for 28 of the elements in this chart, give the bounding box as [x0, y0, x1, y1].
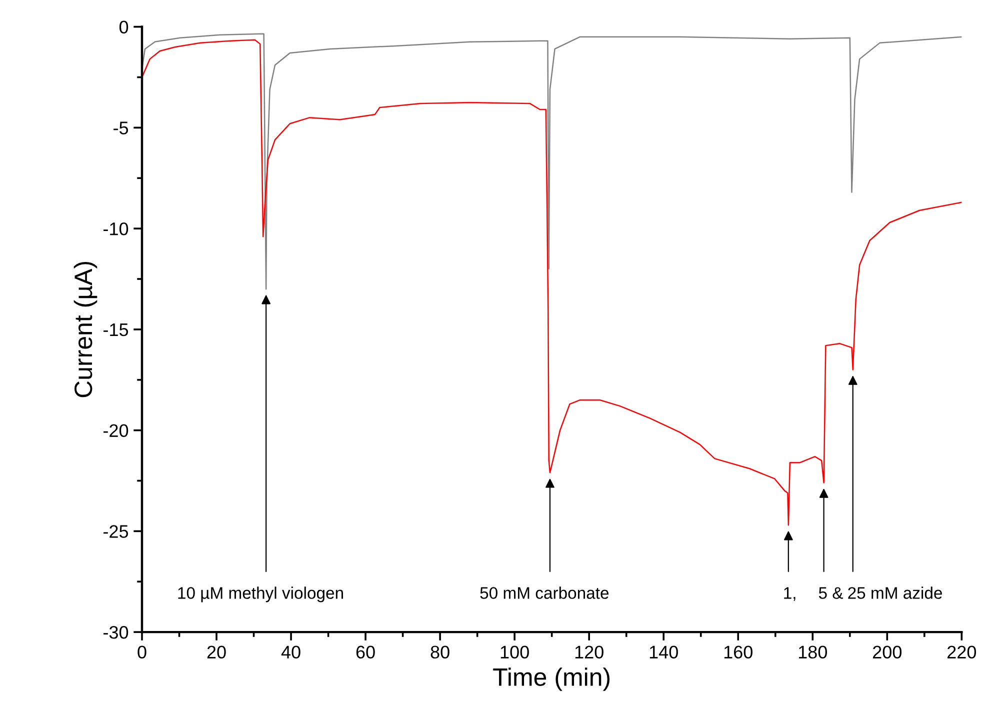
annotation: 25 mM azide	[848, 586, 942, 599]
line-series	[142, 33, 962, 290]
x-tick-label: 40	[281, 646, 300, 659]
y-tick-label: -30	[104, 626, 128, 639]
annotation: 10 µM methyl viologen	[178, 586, 343, 602]
x-tick-label: 20	[207, 646, 226, 659]
y-tick-label: -15	[104, 324, 128, 336]
y-tick-label: -10	[104, 222, 128, 236]
x-tick-label: 200	[872, 646, 902, 659]
y-tick-label: -5	[114, 122, 128, 134]
x-tick-label: 180	[798, 646, 827, 659]
y-tick-label: 0	[119, 20, 128, 34]
x-tick-label: 0	[138, 646, 146, 659]
x-tick-label: 160	[724, 646, 752, 659]
y-axis-title: Current (µA)	[74, 262, 98, 398]
annotation: 1,	[784, 587, 796, 601]
x-tick-label: 60	[356, 646, 375, 659]
x-tick-label: 80	[430, 646, 450, 659]
line-series	[142, 39, 962, 526]
annotation: 5 &	[818, 587, 844, 599]
y-tick-label: -25	[104, 525, 128, 538]
x-axis-title: Time (min)	[493, 668, 610, 691]
x-tick-label: 140	[650, 646, 678, 659]
x-tick-label: 100	[500, 646, 529, 659]
x-tick-label: 220	[948, 646, 976, 659]
x-tick-label: 120	[575, 646, 604, 659]
y-tick-label: -20	[104, 424, 128, 438]
annotation: 50 mM carbonate	[480, 586, 609, 599]
